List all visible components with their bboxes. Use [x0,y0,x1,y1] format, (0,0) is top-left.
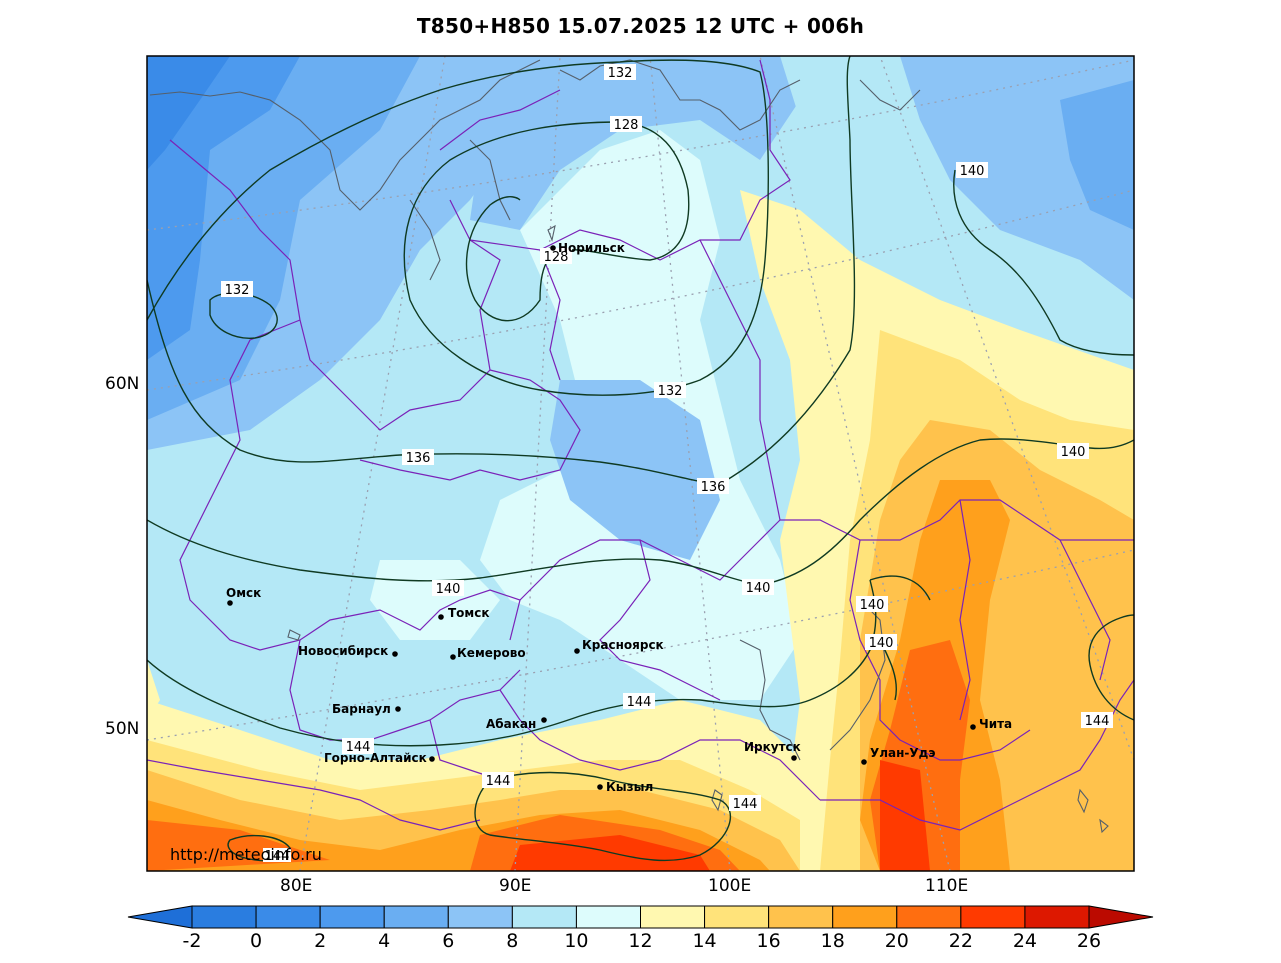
city-kyzyl: Кызыл [606,780,653,794]
colorbar-segment [191,905,257,929]
contour-label: 144 [627,695,652,710]
city-irkutsk: Иркутск [744,740,801,754]
contour-label: 144 [346,740,371,755]
city-krasnoyarsk: Красноярск [582,638,664,652]
contour-label: 144 [1085,714,1110,729]
colorbar [127,905,1154,929]
credit-text: http://meteoinfo.ru [170,845,322,864]
colorbar-tick-label: 8 [506,930,519,952]
lat-label-50n: 50N [105,719,140,739]
colorbar-segment [575,905,642,929]
colorbar-tick-label: 20 [884,930,909,952]
city-omsk: Омск [226,586,261,600]
lon-label-90e: 90E [499,876,532,896]
contour-label: 132 [608,66,633,81]
colorbar-segment [319,905,385,929]
colorbar-tick-label: 12 [628,930,653,952]
colorbar-tick-label: -2 [182,930,202,952]
colorbar-segment [896,905,962,929]
colorbar-tick-label: 4 [378,930,391,952]
city-barnaul: Барнаул [332,702,391,716]
city-ulan-ude: Улан-Удэ [870,746,935,760]
colorbar-segment [447,905,513,929]
contour-label: 140 [960,164,985,179]
colorbar-tick-label: 24 [1012,930,1038,952]
city-kemerovo: Кемерово [457,646,526,660]
lon-label-100e: 100E [708,876,752,896]
colorbar-segment [768,905,834,929]
colorbar-tick-label: 6 [442,930,455,952]
colorbar-under-arrow [127,905,193,929]
contour-label: 140 [1061,445,1086,460]
contour-labels: 132 128 128 132 132 136 136 140 140 140 … [221,64,1113,864]
contour-label: 140 [869,636,894,651]
contour-label: 144 [733,797,758,812]
contour-label: 136 [701,480,726,495]
colorbar-segment [704,905,770,929]
city-gorno-altaysk: Горно-Алтайск [324,751,427,765]
map-frame [146,55,1135,872]
colorbar-tick-label: 26 [1076,930,1102,952]
lon-label-110e: 110E [925,876,969,896]
contour-label: 140 [436,582,461,597]
city-novosibirsk: Новосибирск [298,644,388,658]
region-borders [147,59,1134,831]
contour-label: 132 [225,283,250,298]
coastlines [149,59,1109,834]
colorbar-segment [960,905,1026,929]
lon-label-80e: 80E [280,876,313,896]
contour-label: 140 [860,598,885,613]
map-title: T850+H850 15.07.2025 12 UTC + 006h [416,14,865,38]
contour-label: 128 [544,250,569,265]
contour-label: 144 [265,849,290,864]
contour-label: 144 [486,774,511,789]
colorbar-tick-label: 10 [564,930,589,952]
colorbar-tick-label: 0 [250,930,263,952]
colorbar-tick-label: 22 [948,930,973,952]
colorbar-segment [511,905,577,929]
city-abakan: Абакан [486,717,536,731]
cities: Норильск Омск Томск Новосибирск Кемерово… [226,241,1012,794]
city-tomsk: Томск [448,606,490,620]
colorbar-segment [640,905,706,929]
colorbar-tick-label: 18 [820,930,845,952]
temperature-field: 132 128 128 132 132 136 136 140 140 140 … [147,56,1134,871]
lat-label-60n: 60N [105,374,140,394]
colorbar-tick-label: 16 [756,930,781,952]
colorbar-segment [832,905,898,929]
contour-label: 140 [746,581,771,596]
contour-label: 136 [406,451,431,466]
colorbar-segment [1024,905,1090,929]
city-norilsk: Норильск [558,241,625,255]
colorbar-over-arrow [1088,905,1154,929]
colorbar-tick-label: 14 [692,930,717,952]
contour-label: 128 [614,118,639,133]
colorbar-segment [383,905,449,929]
colorbar-tick-label: 2 [314,930,327,952]
colorbar-segment [255,905,321,929]
city-chita: Чита [979,717,1012,731]
contour-label: 132 [658,384,683,399]
